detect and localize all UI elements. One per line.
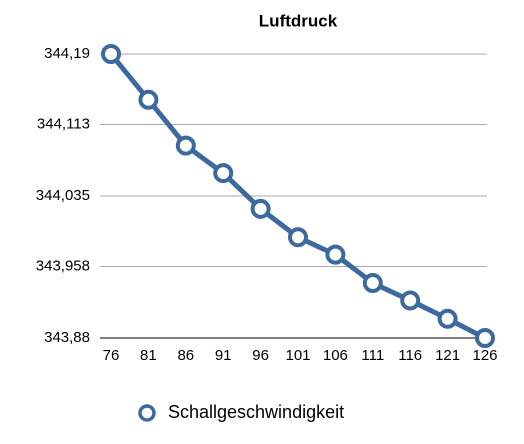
point (362, 273, 383, 294)
x-tick-label: 116 (398, 347, 422, 364)
x-tick-label: 91 (215, 347, 232, 364)
x-tick-label: 121 (435, 347, 460, 364)
x-tick-label: 86 (177, 347, 194, 364)
y-tick-label: 344,035 (36, 187, 90, 204)
x-tick-label: 126 (472, 347, 497, 364)
x-tick-label: 101 (285, 347, 310, 364)
x-tick-label: 111 (361, 347, 384, 364)
x-tick-label: 76 (103, 347, 120, 364)
point (400, 290, 421, 311)
legend-marker (138, 404, 156, 422)
point (288, 227, 308, 248)
point (475, 328, 495, 348)
x-tick-label: 96 (252, 347, 269, 364)
point (250, 198, 271, 219)
y-tick-label: 344,113 (37, 116, 90, 133)
y-tick-label: 344,19 (44, 45, 90, 62)
x-tick-label: 106 (323, 347, 348, 364)
point (325, 244, 346, 265)
y-tick-label: 343,958 (36, 258, 90, 275)
chart-title: Luftdruck (259, 11, 338, 30)
point (213, 163, 234, 184)
legend-label: Schallgeschwindigkeit (168, 402, 344, 422)
point (175, 135, 196, 156)
point (437, 308, 458, 329)
y-tick-label: 343,88 (44, 329, 90, 346)
point (138, 89, 159, 110)
point (101, 44, 121, 64)
x-tick-label: 81 (140, 347, 157, 364)
